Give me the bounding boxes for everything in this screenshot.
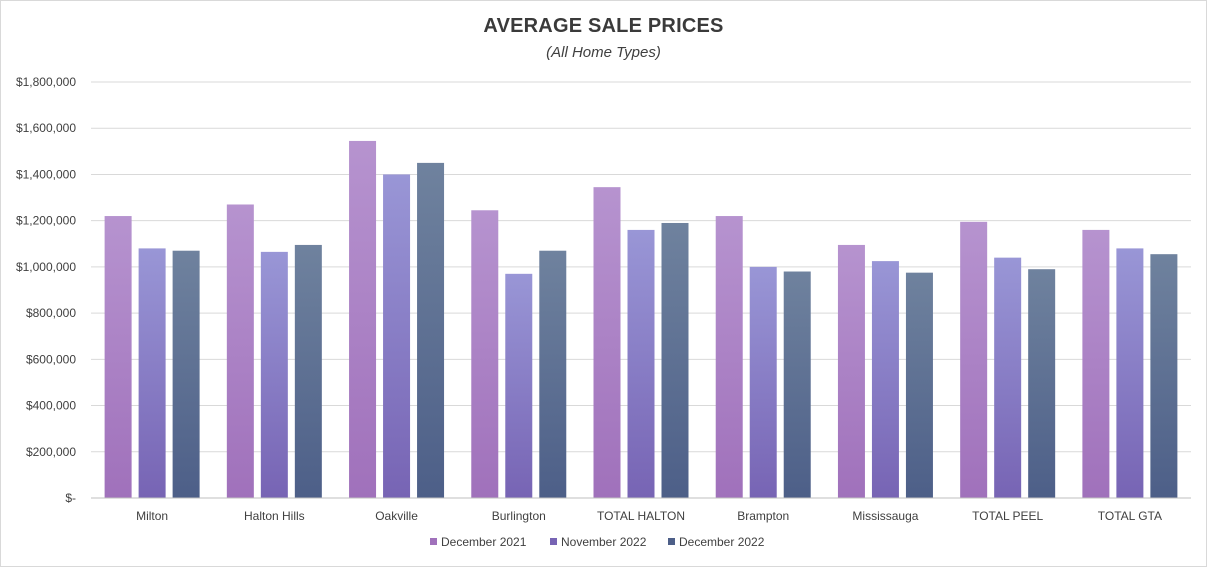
y-tick-label: $- (65, 491, 76, 505)
x-tick-label: TOTAL PEEL (972, 509, 1043, 523)
bars (104, 140, 1178, 499)
bar-november-2022 (1116, 248, 1144, 498)
bar-december-2022 (905, 272, 933, 498)
bar-november-2022 (627, 229, 655, 498)
legend: December 2021 November 2022 December 2022 (430, 535, 765, 549)
bar-december-2022 (539, 250, 567, 498)
bar-november-2022 (871, 261, 899, 498)
y-tick-label: $1,400,000 (16, 167, 76, 181)
legend-label: December 2021 (441, 535, 527, 549)
bar-december-2021 (715, 216, 743, 499)
axes: $- $200,000 $400,000 $600,000 $800,000 $1,000… (16, 75, 1191, 523)
y-tick-label: $1,600,000 (16, 121, 76, 135)
bar-december-2022 (172, 250, 200, 498)
y-tick-label: $1,200,000 (16, 214, 76, 228)
bar-november-2022 (505, 273, 533, 498)
bar-december-2022 (417, 162, 445, 498)
y-tick-label: $200,000 (26, 445, 76, 459)
bar-december-2021 (837, 244, 865, 498)
chart-title: AVERAGE SALE PRICES (483, 15, 724, 37)
chart-subtitle: (All Home Types) (546, 44, 661, 61)
legend-swatch (430, 538, 437, 545)
bar-december-2021 (104, 216, 132, 499)
bar-december-2022 (661, 222, 689, 498)
bar-december-2021 (349, 140, 377, 498)
y-tick-label: $800,000 (26, 306, 76, 320)
bar-november-2022 (138, 248, 166, 498)
legend-label: December 2022 (679, 535, 765, 549)
bar-november-2022 (994, 257, 1022, 498)
y-tick-label: $600,000 (26, 352, 76, 366)
legend-swatch (550, 538, 557, 545)
bar-december-2021 (471, 210, 499, 498)
x-tick-label: Milton (136, 509, 168, 523)
bar-december-2021 (593, 187, 621, 498)
legend-swatch (668, 538, 675, 545)
bar-november-2022 (749, 266, 777, 498)
bar-december-2022 (1150, 254, 1178, 498)
y-tick-label: $1,800,000 (16, 75, 76, 89)
bar-november-2022 (260, 251, 288, 498)
x-tick-label: Burlington (492, 509, 546, 523)
x-tick-label: TOTAL HALTON (597, 509, 685, 523)
x-tick-label: TOTAL GTA (1098, 509, 1162, 523)
bar-december-2022 (294, 244, 322, 498)
x-tick-label: Halton Hills (244, 509, 305, 523)
bar-december-2022 (783, 271, 811, 498)
y-tick-label: $400,000 (26, 399, 76, 413)
legend-label: November 2022 (561, 535, 647, 549)
x-tick-label: Mississauga (852, 509, 918, 523)
bar-december-2021 (226, 204, 254, 498)
y-tick-label: $1,000,000 (16, 260, 76, 274)
bar-november-2022 (383, 174, 411, 498)
bar-december-2021 (960, 221, 988, 499)
x-tick-label: Brampton (737, 509, 789, 523)
bar-december-2022 (1028, 269, 1056, 498)
x-tick-label: Oakville (375, 509, 418, 523)
bar-december-2021 (1082, 229, 1110, 498)
